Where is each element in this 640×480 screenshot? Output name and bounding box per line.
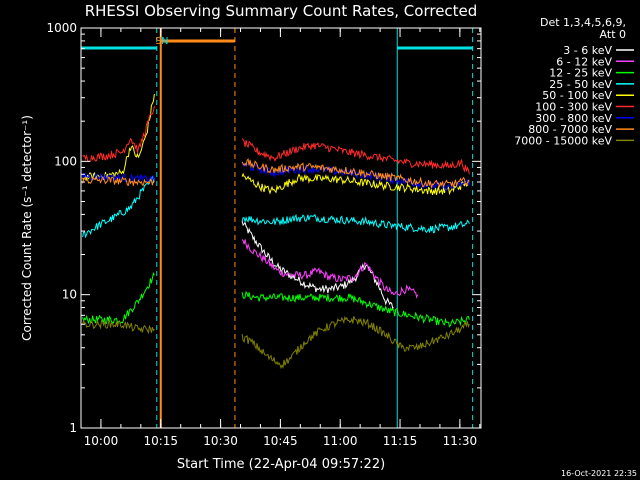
x-tick-label: 10:15	[143, 434, 178, 448]
series-line-3-segment-0	[82, 175, 155, 239]
x-tick-label: 11:15	[383, 434, 418, 448]
series-line-8-segment-1	[241, 315, 470, 370]
legend-label: 25 - 50 keV	[549, 78, 612, 91]
series-line-1-segment-0	[241, 239, 419, 299]
legend-header-line: Det 1,3,4,5,6,9,	[540, 16, 626, 29]
legend-label: 12 - 25 keV	[549, 67, 612, 80]
series-line-5-segment-1	[241, 138, 470, 175]
annotation-n: N	[161, 36, 168, 47]
legend-label: 50 - 100 keV	[542, 89, 612, 102]
x-tick-label: 10:00	[84, 434, 119, 448]
x-tick-label: 11:30	[443, 434, 478, 448]
x-tick-label: 10:45	[263, 434, 298, 448]
x-axis-label: Start Time (22-Apr-04 09:57:22)	[177, 457, 385, 472]
legend-label: 7000 - 15000 keV	[514, 134, 612, 147]
annotation-s: S	[155, 36, 161, 47]
ticks-layer: 1 10 100 1000 10:00 10:15 10:30 10:45 11:00 11:15…	[46, 21, 481, 448]
series-line-3-segment-1	[241, 213, 470, 234]
legend-label: 6 - 12 keV	[556, 55, 612, 68]
series-line-7-segment-1	[241, 158, 470, 188]
y-tick-label: 1000	[46, 21, 77, 35]
y-tick-label: 1	[69, 421, 77, 435]
series-line-5-segment-0	[82, 105, 155, 163]
legend-label: 3 - 6 keV	[563, 44, 612, 57]
y-axis-label: Corrected Count Rate (s⁻¹ detector⁻¹)	[20, 115, 34, 341]
timestamp: 16-Oct-2021 22:35	[561, 469, 637, 478]
x-tick-label: 10:30	[203, 434, 238, 448]
legend-label: 300 - 800 keV	[535, 112, 612, 125]
series-line-8-segment-0	[82, 318, 155, 335]
y-tick-label: 10	[62, 288, 77, 302]
series-layer	[82, 93, 470, 370]
series-line-2-segment-1	[241, 290, 470, 328]
series-line-7-segment-0	[82, 176, 155, 186]
y-tick-label: 100	[54, 154, 77, 168]
plot-frame	[80, 27, 482, 429]
chart-title: RHESSI Observing Summary Count Rates, Co…	[85, 2, 478, 20]
x-tick-label: 11:00	[323, 434, 358, 448]
legend-label: 800 - 7000 keV	[528, 123, 612, 136]
series-line-4-segment-1	[241, 172, 470, 196]
legend-header-line: Att 0	[600, 28, 626, 41]
legend-label: 100 - 300 keV	[535, 101, 612, 114]
